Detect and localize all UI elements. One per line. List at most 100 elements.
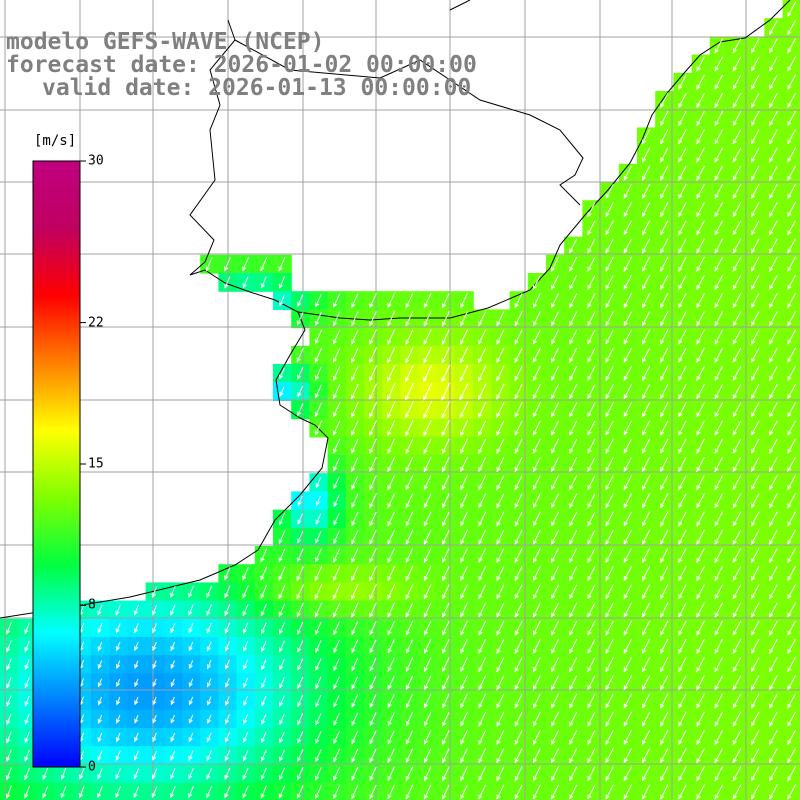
wind-arrow: [478, 383, 487, 401]
wind-arrow: [260, 257, 268, 272]
wind-arrow: [569, 329, 578, 345]
wind-arrow: [369, 383, 378, 400]
wind-arrow: [769, 165, 778, 181]
wind-arrow: [696, 147, 705, 163]
wind-arrow: [569, 238, 578, 254]
wind-arrow: [750, 129, 760, 145]
wind-arrow: [696, 256, 705, 272]
wind-arrow: [369, 365, 378, 382]
wind-arrow: [314, 402, 322, 418]
wind-arrow: [387, 438, 396, 455]
wind-arrow: [423, 382, 433, 401]
wind-arrow: [569, 384, 578, 400]
wind-arrow: [696, 347, 705, 363]
wind-arrow: [532, 402, 541, 418]
wind-cell: [782, 782, 800, 800]
wind-arrow: [769, 20, 778, 36]
wind-arrow: [678, 384, 687, 400]
wind-arrow: [696, 420, 705, 436]
wind-arrow: [460, 293, 468, 309]
wind-arrow: [714, 38, 724, 54]
wind-arrow: [641, 220, 651, 236]
wind-arrow: [769, 129, 778, 145]
wind-arrow: [769, 420, 778, 436]
wind-arrow: [314, 366, 322, 381]
wind-arrow: [351, 420, 359, 436]
wind-arrow: [442, 456, 450, 473]
wind-arrow: [714, 347, 724, 363]
wind-arrow: [533, 311, 541, 327]
wind-arrow: [314, 329, 323, 345]
wind-arrow: [732, 74, 742, 90]
wind-arrow: [460, 419, 469, 437]
wind-arrow: [732, 438, 742, 454]
wind-arrow: [750, 293, 760, 309]
wind-arrow: [532, 365, 541, 382]
wind-arrow: [369, 347, 377, 364]
wind-arrow: [532, 347, 541, 363]
wind-arrow: [787, 438, 796, 454]
wind-arrow: [260, 276, 267, 289]
wind-arrow: [750, 365, 760, 382]
wind-arrow: [514, 365, 523, 382]
wind-arrow: [660, 147, 669, 163]
wind-arrow: [496, 383, 505, 400]
wind-arrow: [769, 347, 778, 363]
wind-arrow: [714, 147, 724, 163]
wind-arrow: [696, 384, 705, 400]
wind-arrow: [714, 56, 724, 72]
wind-arrow: [623, 293, 632, 309]
forecast-date: forecast date: 2026-01-02 00:00:00: [6, 52, 477, 78]
colorbar-tick-15: 15: [88, 456, 104, 472]
wind-arrow: [605, 456, 614, 473]
wind-arrow: [387, 401, 396, 419]
wind-arrow: [332, 347, 341, 363]
wind-arrow: [660, 274, 669, 291]
wind-arrow: [787, 256, 796, 272]
wind-arrow: [623, 165, 632, 181]
wind-arrow: [496, 365, 505, 382]
wind-arrow: [678, 420, 687, 436]
wind-arrow: [641, 438, 651, 454]
wind-arrow: [387, 347, 396, 364]
wind-arrow: [369, 401, 378, 419]
wind-arrow: [279, 386, 285, 397]
wind-arrow: [333, 438, 341, 454]
wind-arrow: [279, 367, 285, 380]
wind-arrow: [750, 202, 760, 218]
wind-arrow: [242, 257, 250, 272]
wind-arrow: [351, 329, 359, 345]
wind-arrow: [696, 402, 705, 418]
wind-arrow: [587, 347, 596, 363]
wind-arrow: [551, 365, 560, 382]
wind-arrow: [423, 419, 432, 437]
wind-arrow: [297, 294, 304, 308]
wind-arrow: [714, 220, 724, 236]
colorbar-tick-30: 30: [88, 153, 104, 169]
wind-arrow: [696, 311, 705, 327]
wind-arrow: [551, 329, 560, 345]
wind-arrow: [660, 238, 669, 254]
border-interior: [234, 39, 584, 206]
wind-arrow: [678, 111, 687, 127]
wind-arrow: [769, 38, 778, 54]
wind-arrow: [387, 456, 396, 473]
wind-arrow: [623, 365, 632, 382]
wind-arrow: [460, 456, 468, 473]
wind-arrow: [660, 456, 669, 473]
wind-arrow: [696, 274, 705, 291]
wind-arrow: [732, 56, 742, 72]
colorbar: [32, 160, 86, 768]
wind-arrow: [787, 129, 796, 145]
wind-arrow: [732, 402, 742, 418]
wind-arrow: [405, 382, 414, 401]
wind-arrow: [569, 365, 578, 382]
wind-arrow: [678, 311, 687, 327]
wind-arrow: [750, 347, 760, 363]
wind-arrow: [696, 202, 705, 218]
wind-arrow: [750, 274, 760, 291]
wind-arrow: [714, 256, 724, 272]
wind-arrow: [732, 293, 742, 309]
wind-arrow: [587, 293, 596, 309]
wind-arrow: [750, 238, 760, 254]
